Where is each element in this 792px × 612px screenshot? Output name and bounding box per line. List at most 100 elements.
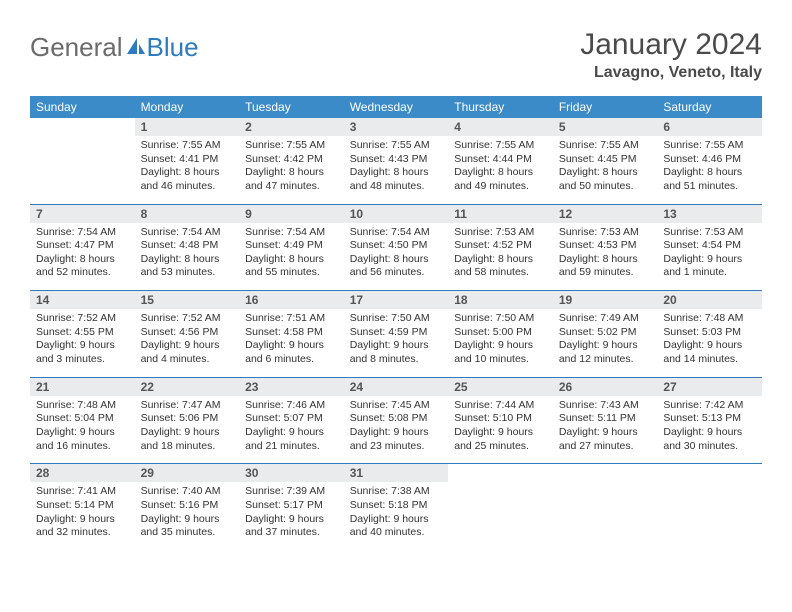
day-detail: Sunrise: 7:54 AMSunset: 4:48 PMDaylight:… <box>135 223 240 291</box>
day-number: 11 <box>448 205 553 223</box>
day-number: 30 <box>239 464 344 482</box>
day-number <box>657 464 762 482</box>
day-detail: Sunrise: 7:54 AMSunset: 4:49 PMDaylight:… <box>239 223 344 291</box>
sunrise: Sunrise: 7:53 AM <box>454 226 547 240</box>
sunrise: Sunrise: 7:40 AM <box>141 485 234 499</box>
sunset: Sunset: 4:43 PM <box>350 153 443 167</box>
dow-wednesday: Wednesday <box>344 96 449 118</box>
sunset: Sunset: 5:06 PM <box>141 412 234 426</box>
day-number: 18 <box>448 291 553 309</box>
day-number: 2 <box>239 118 344 136</box>
sunrise: Sunrise: 7:45 AM <box>350 399 443 413</box>
detail-row: Sunrise: 7:52 AMSunset: 4:55 PMDaylight:… <box>30 309 762 377</box>
day-number: 27 <box>657 378 762 396</box>
day-detail: Sunrise: 7:43 AMSunset: 5:11 PMDaylight:… <box>553 396 658 464</box>
sunset: Sunset: 4:58 PM <box>245 326 338 340</box>
daylight: Daylight: 9 hours and 32 minutes. <box>36 513 129 540</box>
sunrise: Sunrise: 7:55 AM <box>559 139 652 153</box>
dow-sunday: Sunday <box>30 96 135 118</box>
daynum-row: 21222324252627 <box>30 378 762 396</box>
day-detail: Sunrise: 7:53 AMSunset: 4:52 PMDaylight:… <box>448 223 553 291</box>
day-number: 15 <box>135 291 240 309</box>
day-detail: Sunrise: 7:48 AMSunset: 5:04 PMDaylight:… <box>30 396 135 464</box>
daynum-row: 28293031 <box>30 464 762 482</box>
detail-row: Sunrise: 7:48 AMSunset: 5:04 PMDaylight:… <box>30 396 762 464</box>
daylight: Daylight: 9 hours and 6 minutes. <box>245 339 338 366</box>
daylight: Daylight: 9 hours and 14 minutes. <box>663 339 756 366</box>
dow-monday: Monday <box>135 96 240 118</box>
day-detail: Sunrise: 7:40 AMSunset: 5:16 PMDaylight:… <box>135 482 240 550</box>
sunset: Sunset: 5:02 PM <box>559 326 652 340</box>
day-detail: Sunrise: 7:46 AMSunset: 5:07 PMDaylight:… <box>239 396 344 464</box>
sunrise: Sunrise: 7:42 AM <box>663 399 756 413</box>
daylight: Daylight: 8 hours and 46 minutes. <box>141 166 234 193</box>
day-number: 5 <box>553 118 658 136</box>
sunrise: Sunrise: 7:50 AM <box>350 312 443 326</box>
daylight: Daylight: 9 hours and 8 minutes. <box>350 339 443 366</box>
daylight: Daylight: 9 hours and 16 minutes. <box>36 426 129 453</box>
daylight: Daylight: 9 hours and 1 minute. <box>663 253 756 280</box>
day-number: 25 <box>448 378 553 396</box>
detail-row: Sunrise: 7:41 AMSunset: 5:14 PMDaylight:… <box>30 482 762 550</box>
day-number: 8 <box>135 205 240 223</box>
daynum-row: 78910111213 <box>30 205 762 223</box>
day-detail: Sunrise: 7:42 AMSunset: 5:13 PMDaylight:… <box>657 396 762 464</box>
day-detail: Sunrise: 7:54 AMSunset: 4:47 PMDaylight:… <box>30 223 135 291</box>
day-number: 4 <box>448 118 553 136</box>
day-detail: Sunrise: 7:55 AMSunset: 4:44 PMDaylight:… <box>448 136 553 204</box>
sunset: Sunset: 5:11 PM <box>559 412 652 426</box>
day-number: 24 <box>344 378 449 396</box>
sunset: Sunset: 5:04 PM <box>36 412 129 426</box>
sunset: Sunset: 5:18 PM <box>350 499 443 513</box>
detail-row: Sunrise: 7:55 AMSunset: 4:41 PMDaylight:… <box>30 136 762 204</box>
sunset: Sunset: 4:44 PM <box>454 153 547 167</box>
detail-row: Sunrise: 7:54 AMSunset: 4:47 PMDaylight:… <box>30 223 762 291</box>
daylight: Daylight: 8 hours and 59 minutes. <box>559 253 652 280</box>
sunrise: Sunrise: 7:52 AM <box>36 312 129 326</box>
daylight: Daylight: 8 hours and 47 minutes. <box>245 166 338 193</box>
day-detail: Sunrise: 7:55 AMSunset: 4:45 PMDaylight:… <box>553 136 658 204</box>
location-label: Lavagno, Veneto, Italy <box>580 64 762 82</box>
sunrise: Sunrise: 7:55 AM <box>663 139 756 153</box>
sunset: Sunset: 4:41 PM <box>141 153 234 167</box>
daynum-row: 14151617181920 <box>30 291 762 309</box>
sunset: Sunset: 5:14 PM <box>36 499 129 513</box>
day-of-week-header: SundayMondayTuesdayWednesdayThursdayFrid… <box>30 96 762 118</box>
sunset: Sunset: 5:07 PM <box>245 412 338 426</box>
day-detail: Sunrise: 7:50 AMSunset: 4:59 PMDaylight:… <box>344 309 449 377</box>
day-detail: Sunrise: 7:49 AMSunset: 5:02 PMDaylight:… <box>553 309 658 377</box>
sunrise: Sunrise: 7:54 AM <box>141 226 234 240</box>
daylight: Daylight: 9 hours and 4 minutes. <box>141 339 234 366</box>
daylight: Daylight: 8 hours and 50 minutes. <box>559 166 652 193</box>
day-number: 12 <box>553 205 658 223</box>
day-number: 23 <box>239 378 344 396</box>
day-detail <box>657 482 762 550</box>
sunset: Sunset: 5:13 PM <box>663 412 756 426</box>
day-detail: Sunrise: 7:54 AMSunset: 4:50 PMDaylight:… <box>344 223 449 291</box>
sunset: Sunset: 4:49 PM <box>245 239 338 253</box>
day-number: 13 <box>657 205 762 223</box>
dow-thursday: Thursday <box>448 96 553 118</box>
day-detail: Sunrise: 7:53 AMSunset: 4:54 PMDaylight:… <box>657 223 762 291</box>
day-detail: Sunrise: 7:55 AMSunset: 4:43 PMDaylight:… <box>344 136 449 204</box>
daylight: Daylight: 9 hours and 25 minutes. <box>454 426 547 453</box>
sunset: Sunset: 5:08 PM <box>350 412 443 426</box>
day-number: 22 <box>135 378 240 396</box>
daylight: Daylight: 8 hours and 56 minutes. <box>350 253 443 280</box>
day-detail: Sunrise: 7:53 AMSunset: 4:53 PMDaylight:… <box>553 223 658 291</box>
daylight: Daylight: 9 hours and 12 minutes. <box>559 339 652 366</box>
brand-part2: Blue <box>147 32 199 63</box>
sunrise: Sunrise: 7:54 AM <box>36 226 129 240</box>
day-detail: Sunrise: 7:44 AMSunset: 5:10 PMDaylight:… <box>448 396 553 464</box>
day-detail: Sunrise: 7:38 AMSunset: 5:18 PMDaylight:… <box>344 482 449 550</box>
day-number: 29 <box>135 464 240 482</box>
day-detail: Sunrise: 7:55 AMSunset: 4:42 PMDaylight:… <box>239 136 344 204</box>
sunrise: Sunrise: 7:52 AM <box>141 312 234 326</box>
sunrise: Sunrise: 7:51 AM <box>245 312 338 326</box>
sunset: Sunset: 5:17 PM <box>245 499 338 513</box>
day-detail: Sunrise: 7:50 AMSunset: 5:00 PMDaylight:… <box>448 309 553 377</box>
sunrise: Sunrise: 7:48 AM <box>36 399 129 413</box>
day-detail <box>448 482 553 550</box>
sunset: Sunset: 4:56 PM <box>141 326 234 340</box>
day-detail: Sunrise: 7:39 AMSunset: 5:17 PMDaylight:… <box>239 482 344 550</box>
